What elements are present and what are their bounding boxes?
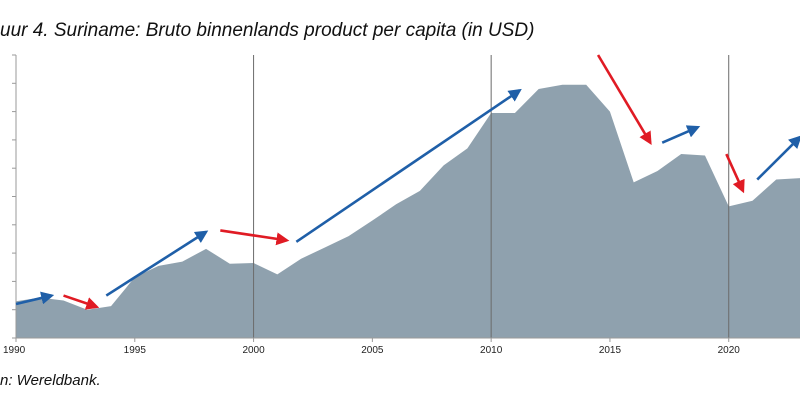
up-trend-arrow-0 — [15, 291, 55, 306]
x-tick-label-2020: 2020 — [718, 345, 741, 356]
down-trend-arrow-1 — [63, 294, 100, 310]
x-tick-label-2005: 2005 — [361, 345, 384, 356]
up-trend-arrow-4 — [295, 88, 522, 243]
x-tick-label-2010: 2010 — [480, 345, 503, 356]
x-tick-label-1990: 1990 — [3, 345, 26, 356]
area-series — [16, 84, 800, 338]
down-trend-arrow-3 — [220, 229, 290, 246]
up-trend-arrow-6 — [661, 125, 701, 144]
up-trend-arrow-8 — [756, 135, 800, 181]
x-tick-label-1995: 1995 — [124, 345, 147, 356]
down-trend-arrow-5 — [596, 54, 652, 145]
x-tick-label-2000: 2000 — [242, 345, 265, 356]
up-trend-arrow-2 — [105, 230, 209, 297]
x-tick-label-2015: 2015 — [599, 345, 622, 356]
source-note: n: Wereldbank. — [0, 372, 101, 389]
chart-title: uur 4. Suriname: Bruto binnenlands produ… — [0, 20, 535, 41]
down-trend-arrow-7 — [725, 153, 745, 194]
